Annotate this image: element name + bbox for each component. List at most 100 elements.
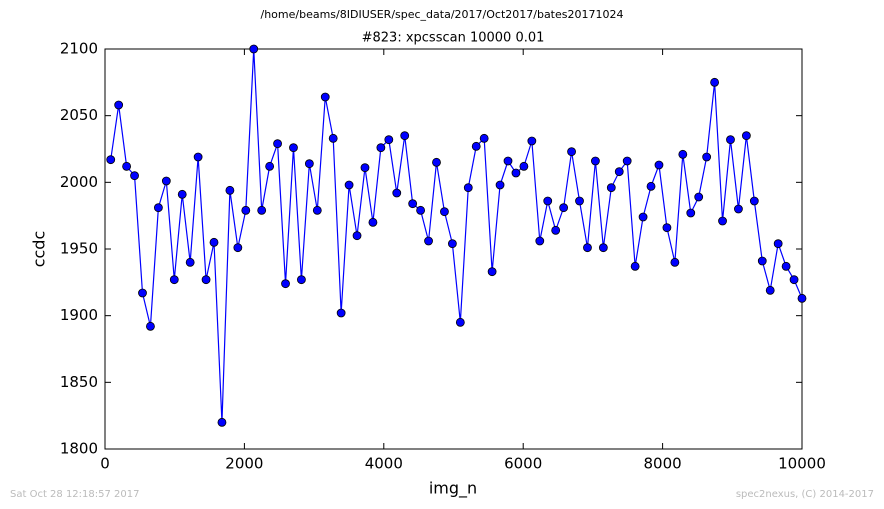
data-point: [559, 203, 569, 213]
data-point: [352, 231, 362, 241]
x-tick-label: 4000: [365, 455, 403, 473]
data-point: [718, 216, 727, 226]
data-point: [376, 143, 386, 153]
data-point: [606, 183, 616, 193]
data-point: [265, 161, 275, 171]
x-tick-label: 6000: [504, 455, 542, 473]
y-axis-label: ccdc: [30, 231, 49, 268]
data-point: [479, 133, 489, 143]
data-point: [765, 285, 775, 295]
data-point: [153, 203, 163, 213]
data-point: [749, 196, 759, 206]
data-point: [734, 204, 743, 214]
x-tick-label: 10000: [778, 455, 826, 473]
data-point: [503, 156, 513, 166]
data-point: [781, 261, 791, 271]
data-point: [455, 317, 465, 327]
data-point: [193, 152, 203, 162]
data-point: [440, 207, 449, 217]
data-point: [797, 293, 807, 303]
y-tick-label: 2050: [60, 106, 98, 124]
data-point: [185, 257, 195, 267]
data-point: [336, 308, 346, 318]
data-point: [344, 180, 354, 190]
data-point: [575, 196, 584, 206]
data-point: [138, 288, 147, 298]
data-point: [535, 236, 545, 246]
y-tick-label: 1900: [60, 306, 98, 324]
data-point: [495, 180, 505, 190]
plot-frame: [104, 48, 803, 450]
data-point: [416, 205, 426, 215]
data-point: [130, 171, 139, 181]
data-point: [447, 239, 457, 249]
data-point: [598, 243, 608, 253]
data-point: [161, 176, 171, 186]
data-point: [257, 205, 267, 215]
data-point: [328, 133, 338, 143]
data-point: [201, 275, 211, 285]
data-point: [312, 205, 322, 215]
data-point: [622, 156, 632, 166]
data-point: [241, 205, 251, 215]
x-tick-label: 8000: [644, 455, 682, 473]
data-line: [110, 48, 803, 423]
x-tick-label: 0: [100, 455, 110, 473]
y-tick-label: 1950: [60, 240, 98, 258]
data-point: [757, 256, 767, 266]
chart-title: /home/beams/8IDIUSER/spec_data/2017/Oct2…: [261, 8, 624, 21]
data-point: [591, 156, 600, 166]
data-point: [543, 196, 553, 206]
data-point: [471, 141, 481, 151]
data-point: [646, 181, 656, 191]
data-point: [487, 267, 497, 277]
data-point: [368, 217, 378, 227]
footer-credit: spec2nexus, (C) 2014-2017: [736, 489, 874, 500]
data-point: [304, 159, 314, 169]
data-point: [249, 44, 259, 54]
data-point: [408, 199, 418, 209]
data-point: [146, 321, 155, 331]
data-point: [773, 239, 783, 249]
data-point: [463, 183, 473, 193]
y-tick-label: 1850: [60, 373, 98, 391]
data-point: [297, 275, 306, 285]
x-tick-label: 2000: [225, 455, 263, 473]
data-point: [654, 160, 664, 170]
data-point: [281, 279, 290, 289]
data-point: [169, 275, 179, 285]
data-point: [527, 136, 537, 146]
data-point: [638, 212, 648, 222]
data-point: [384, 135, 394, 145]
data-point: [273, 139, 282, 149]
y-tick-label: 2000: [60, 173, 98, 191]
data-point: [662, 223, 672, 233]
data-point: [583, 243, 592, 253]
data-point: [392, 188, 402, 198]
data-point: [567, 147, 576, 157]
data-point: [114, 100, 124, 110]
data-point: [122, 161, 132, 171]
data-point: [225, 185, 235, 195]
y-tick-label: 1800: [60, 440, 98, 458]
data-point: [551, 225, 561, 235]
data-point: [511, 168, 521, 178]
chart-subtitle: #823: xpcsscan 10000 0.01: [362, 31, 545, 46]
data-point: [106, 155, 116, 165]
data-point: [702, 152, 712, 162]
x-axis-label: img_n: [429, 479, 477, 499]
data-point: [519, 161, 529, 171]
data-point: [670, 257, 680, 267]
data-point: [360, 163, 370, 173]
data-point: [614, 167, 624, 177]
y-tick-label: 2100: [60, 40, 98, 58]
data-point: [630, 261, 640, 271]
data-point: [233, 243, 243, 253]
data-point: [710, 77, 719, 87]
data-point: [789, 275, 799, 285]
data-point: [400, 131, 410, 141]
data-point: [741, 131, 751, 141]
data-point: [177, 189, 187, 199]
data-point: [686, 208, 696, 218]
